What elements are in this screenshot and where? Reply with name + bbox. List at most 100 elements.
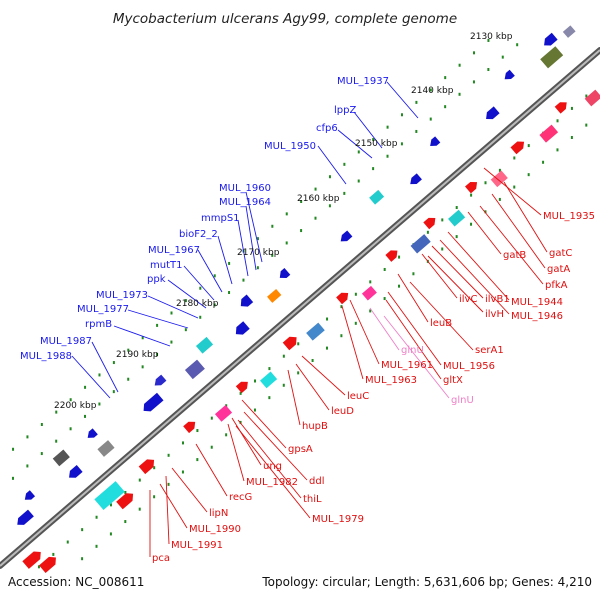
gene-label[interactable]: MUL_1960 (219, 183, 271, 194)
tick-dot (472, 80, 475, 84)
gene-feature (183, 421, 196, 434)
gene-label[interactable]: lipN (209, 508, 228, 519)
gene-arrow (154, 374, 167, 386)
gene-feature (17, 509, 34, 525)
gene-label[interactable]: recG (229, 492, 252, 503)
gene-label[interactable]: MUL_1979 (312, 514, 364, 525)
gene-arrow (465, 181, 478, 194)
gene-label[interactable]: thiL (303, 494, 322, 505)
tick-dot (527, 144, 530, 148)
gene-label[interactable]: MUL_1937 (337, 76, 389, 87)
tick-dot (556, 119, 559, 123)
gene-label[interactable]: MUL_1990 (189, 524, 241, 535)
gene-label[interactable]: gatA (547, 264, 570, 275)
gene-label[interactable]: mmpS1 (201, 213, 240, 224)
pseudogene-label[interactable]: glnU (451, 395, 474, 406)
tick-dot (11, 476, 14, 480)
gene-arrow (486, 106, 500, 120)
gene-label[interactable]: leuB (430, 318, 452, 329)
gene-label[interactable]: ilvC (459, 294, 477, 305)
gene-label[interactable]: gatC (549, 248, 572, 259)
tick-dot (156, 323, 159, 327)
gene-label[interactable]: mutT1 (150, 260, 182, 271)
tick-dot (112, 390, 115, 394)
tick-dot (112, 361, 115, 365)
gene-label[interactable]: MUL_1956 (443, 361, 495, 372)
gene-label[interactable]: ddl (309, 476, 324, 487)
gene-label[interactable]: MUL_1961 (381, 360, 433, 371)
leader-line (483, 167, 542, 216)
gene-feature (539, 124, 559, 143)
tick-dot (498, 168, 501, 172)
gene-label[interactable]: gatB (503, 250, 526, 261)
tick-dot (398, 255, 401, 259)
kbp-ticks: 2130 kbp 2140 kbp 2150 kbp 2160 kbp 2170… (54, 32, 513, 411)
gene-arrow (410, 173, 422, 185)
tick-dot (383, 297, 386, 301)
gene-label[interactable]: pfkA (545, 280, 568, 291)
gene-label[interactable]: cfp6 (316, 123, 338, 134)
gene-arrow (138, 459, 155, 475)
accession-text: Accession: NC_008611 (8, 575, 145, 589)
gene-arrow (504, 69, 515, 80)
gene-label[interactable]: leuC (347, 391, 369, 402)
leader-line (387, 291, 442, 366)
gene-label[interactable]: MUL_1987 (40, 336, 92, 347)
tick-dot (570, 106, 573, 110)
gene-label[interactable]: MUL_1963 (365, 375, 417, 386)
gene-label[interactable]: MUL_1973 (96, 290, 148, 301)
gene-label[interactable]: leuD (331, 406, 354, 417)
tick-dot (199, 286, 202, 290)
gene-label[interactable]: MUL_1950 (264, 141, 316, 152)
tick-dot (52, 552, 55, 556)
gene-label[interactable]: ppk (147, 274, 166, 285)
tick-dot (426, 230, 429, 234)
leader-line (383, 315, 450, 399)
gene-block (369, 189, 385, 205)
tick-dot (37, 565, 40, 569)
gene-label[interactable]: ung (263, 461, 282, 472)
gene-arrow (235, 381, 248, 394)
gene-label[interactable]: MUL_1944 (511, 297, 563, 308)
gene-label[interactable]: serA1 (475, 345, 504, 356)
gene-label[interactable]: bioF2_2 (179, 229, 218, 240)
tick-dot (328, 175, 331, 179)
gene-label[interactable]: MUL_1946 (511, 311, 563, 322)
gene-label[interactable]: MUL_1991 (171, 540, 223, 551)
tick-dot (225, 433, 228, 437)
leader-line (171, 467, 208, 513)
pseudogene-label[interactable]: glnU (401, 345, 424, 356)
gene-label[interactable]: pca (152, 553, 170, 564)
gene-label[interactable]: MUL_1988 (20, 351, 72, 362)
gene-block (306, 322, 325, 341)
gene-label[interactable]: gpsA (288, 444, 313, 455)
tick-dot (170, 311, 173, 315)
gene-label[interactable]: ilvH (485, 309, 504, 320)
gene-label[interactable]: MUL_1964 (219, 197, 271, 208)
gene-label[interactable]: MUL_1977 (77, 304, 129, 315)
gene-feature (235, 321, 250, 335)
gene-feature (336, 292, 349, 305)
gene-label[interactable]: rpmB (85, 319, 112, 330)
gene-label[interactable]: MUL_1967 (148, 245, 200, 256)
gene-label[interactable]: MUL_1982 (246, 477, 298, 488)
leader-line (245, 191, 263, 263)
gene-feature (544, 32, 558, 46)
gene-arrow (240, 294, 254, 307)
tick-dot (228, 291, 231, 295)
gene-label[interactable]: MUL_1935 (543, 211, 595, 222)
gene-label[interactable]: lppZ (334, 105, 356, 116)
tick-dot (239, 391, 242, 395)
gene-feature (22, 551, 41, 569)
tick-dot (556, 148, 559, 152)
tick-dot (498, 197, 501, 201)
tick-dot (455, 206, 458, 210)
tick-dot (69, 427, 72, 431)
gene-label[interactable]: hupB (302, 421, 328, 432)
tick-dot (354, 292, 357, 296)
gene-feature (448, 209, 466, 227)
tick-dot (98, 402, 101, 406)
leader-line (113, 325, 171, 347)
gene-label[interactable]: ilvB1 (485, 294, 510, 305)
gene-label[interactable]: gltX (443, 375, 463, 386)
